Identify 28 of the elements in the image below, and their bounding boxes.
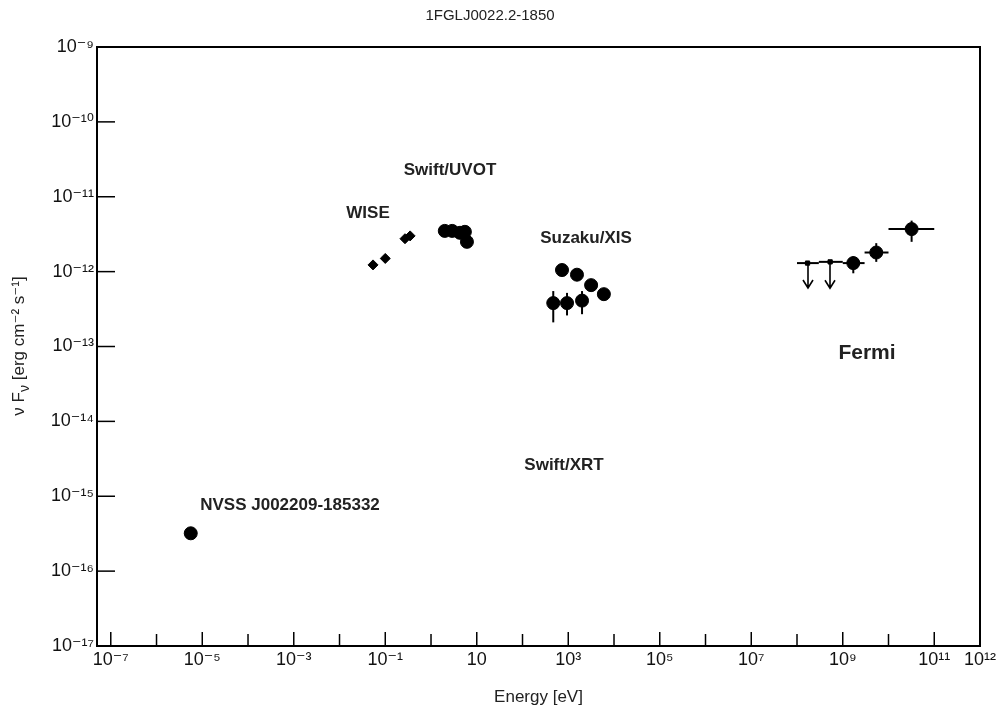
- x-tick-label: 10⁹: [828, 648, 857, 669]
- annotation: NVSS J002209-185332: [200, 494, 380, 514]
- y-tick-label: 10⁻¹³: [52, 335, 94, 356]
- y-tick-label: 10⁻¹⁵: [51, 485, 94, 506]
- annotation: WISE: [346, 202, 390, 222]
- x-tick-label: 10: [466, 648, 487, 669]
- x-tick-label: 10⁻¹: [367, 648, 404, 669]
- y-tick-label: 10⁻⁹: [56, 35, 94, 56]
- y-tick-label: 10⁻¹⁰: [51, 110, 94, 131]
- y-tick-label: 10⁻¹⁴: [50, 410, 94, 431]
- x-tick-label: 10³: [555, 648, 582, 669]
- x-tick-label: 10⁻⁵: [183, 648, 221, 669]
- x-tick-label: 10¹²: [963, 648, 997, 669]
- y-tick-label: 10⁻¹⁷: [51, 634, 94, 655]
- x-tick-label: 10¹¹: [918, 648, 951, 669]
- x-tick-label: 10⁻³: [276, 648, 312, 669]
- annotation: Suzaku/XIS: [540, 227, 632, 247]
- annotation: Swift/XRT: [524, 454, 605, 474]
- y-tick-label: 10⁻¹²: [52, 260, 94, 281]
- y-tick-label: 10⁻¹⁶: [51, 560, 94, 581]
- chart-title: 1FGLJ0022.2-1850: [425, 6, 555, 24]
- x-axis-title: Energy [eV]: [494, 687, 583, 707]
- annotation: Fermi: [838, 339, 896, 363]
- annotation: Swift/UVOT: [403, 159, 497, 179]
- y-tick-label: 10⁻¹¹: [52, 185, 94, 206]
- x-tick-label: 10⁵: [646, 648, 674, 669]
- x-tick-label: 10⁷: [737, 648, 765, 669]
- x-tick-label: 10⁻⁷: [92, 648, 129, 669]
